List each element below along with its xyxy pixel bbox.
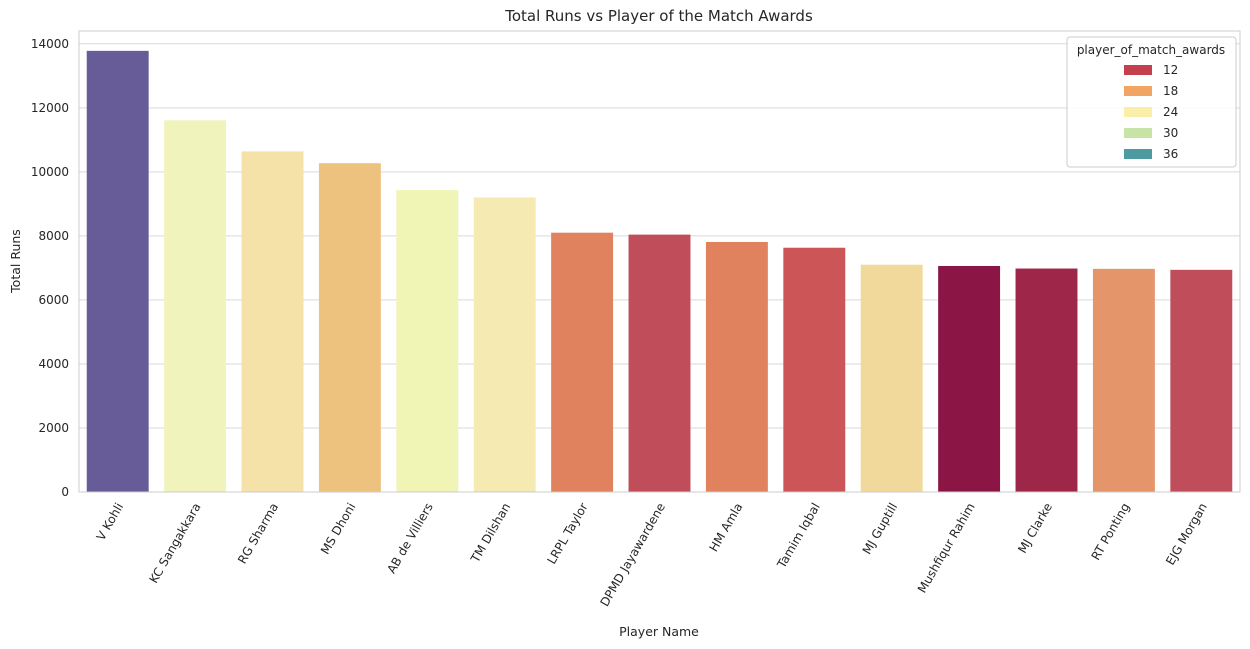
x-tick-label: MJ Clarke: [1015, 501, 1055, 556]
bar: [1170, 269, 1233, 492]
plot-frame: [78, 30, 1241, 493]
y-tick-label: 8000: [38, 229, 69, 243]
bar: [551, 232, 614, 492]
y-ticks: 0 2000 4000 6000 8000 10000 12000 14000: [31, 37, 69, 499]
x-tick-label: EJG Morgan: [1163, 501, 1210, 568]
legend-label: 30: [1163, 126, 1178, 140]
y-tick-label: 2000: [38, 421, 69, 435]
bar: [1092, 268, 1155, 492]
x-tick-label: HM Amla: [706, 501, 745, 555]
legend-items: 12 18 24 30 36: [1124, 63, 1178, 161]
x-tick-label: KC Sangakkara: [146, 501, 203, 586]
y-tick-label: 6000: [38, 293, 69, 307]
x-ticks: V Kohli KC Sangakkara RG Sharma MS Dhoni AB …: [94, 500, 1210, 608]
bar: [86, 50, 149, 493]
bar: [860, 264, 923, 492]
legend-title: player_of_match_awards: [1077, 43, 1225, 57]
y-tick-label: 0: [61, 485, 69, 499]
legend-swatch: [1124, 65, 1152, 75]
bar: [938, 265, 1001, 492]
x-tick-label: AB de Villiers: [384, 501, 436, 576]
legend-label: 36: [1163, 147, 1178, 161]
x-tick-label: RG Sharma: [235, 501, 281, 567]
y-tick-label: 10000: [31, 165, 69, 179]
x-tick-label: Tamim Iqbal: [774, 501, 823, 572]
bar: [705, 241, 768, 492]
x-tick-label: V Kohli: [94, 501, 127, 543]
legend-swatch: [1124, 107, 1152, 117]
legend-label: 24: [1163, 105, 1178, 119]
y-axis-label: Total Runs: [8, 229, 23, 294]
bar: [241, 151, 304, 492]
bars: [86, 50, 1233, 493]
legend-box: [1066, 36, 1237, 168]
bar: [396, 190, 459, 493]
bar: [1015, 268, 1078, 492]
chart-title: Total Runs vs Player of the Match Awards: [504, 7, 813, 25]
bar: [164, 120, 227, 492]
x-tick-label: DPMD Jayawardene: [597, 501, 668, 609]
x-tick-label: MJ Guptill: [860, 501, 901, 557]
legend-label: 18: [1163, 84, 1178, 98]
legend-swatch: [1124, 128, 1152, 138]
x-tick-label: TM Dilshan: [468, 501, 514, 566]
legend-label: 12: [1163, 63, 1178, 77]
legend: player_of_match_awards 12 18 24 30 36: [1066, 36, 1237, 168]
y-tick-label: 12000: [31, 101, 69, 115]
legend-swatch: [1124, 149, 1152, 159]
x-tick-label: Mushfiqur Rahim: [915, 501, 978, 596]
bar: [628, 234, 691, 492]
y-tick-label: 14000: [31, 37, 69, 51]
legend-swatch: [1124, 86, 1152, 96]
x-axis-label: Player Name: [619, 624, 699, 639]
x-tick-label: MS Dhoni: [318, 501, 359, 557]
x-tick-label: RT Ponting: [1089, 501, 1133, 563]
bar: [783, 247, 846, 492]
bar: [318, 163, 381, 493]
x-tick-label: LRPL Taylor: [544, 500, 590, 566]
y-tick-label: 4000: [38, 357, 69, 371]
bar: [473, 197, 536, 492]
